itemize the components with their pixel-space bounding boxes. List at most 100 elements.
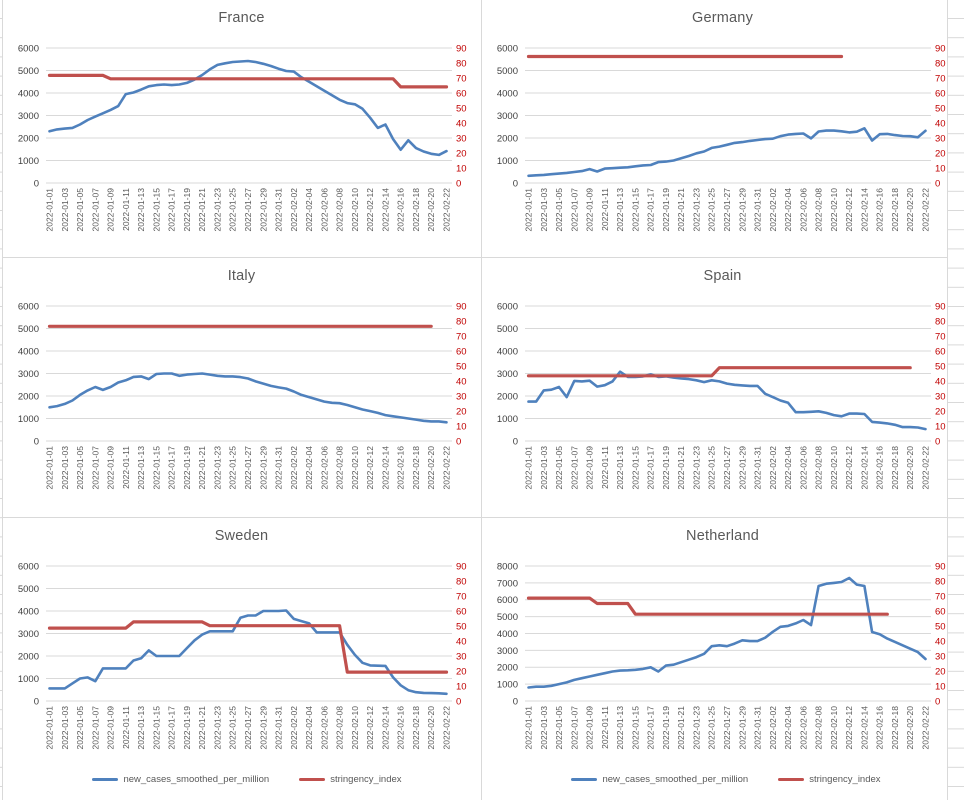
right-axis-label: 80 bbox=[935, 316, 946, 327]
legend-label-stringency: stringency_index bbox=[330, 774, 402, 785]
right-axis-label: 30 bbox=[935, 651, 946, 662]
left-axis-label: 1000 bbox=[18, 156, 39, 167]
x-axis-label: 2022-02-06 bbox=[319, 188, 329, 232]
left-axis-label: 0 bbox=[513, 178, 518, 189]
right-axis-label: 40 bbox=[935, 118, 946, 129]
stringency-line bbox=[526, 366, 912, 378]
x-axis-label: 2022-01-21 bbox=[676, 446, 686, 490]
x-axis-label: 2022-02-18 bbox=[890, 446, 900, 490]
x-axis-label: 2022-01-13 bbox=[136, 706, 146, 750]
netherland-plot: 0 1000 2000 3000 4000 5000 6000 7000 8000 0 10 20 30… bbox=[497, 561, 946, 750]
left-axis-label: 1000 bbox=[18, 674, 39, 685]
legend-label-cases: new_cases_smoothed_per_million bbox=[602, 774, 749, 785]
chart-panel-france: 0 1000 2000 3000 4000 5000 6000 0 10 20 30 40 50 60 70… bbox=[2, 0, 481, 257]
right-axis-label: 40 bbox=[456, 376, 467, 387]
left-axis-label: 3000 bbox=[497, 111, 518, 122]
x-axis-label: 2022-02-18 bbox=[411, 446, 421, 490]
chart-panel-netherland: 0 1000 2000 3000 4000 5000 6000 7000 8000 0 10 20 30… bbox=[481, 518, 964, 799]
x-axis-label: 2022-02-08 bbox=[814, 188, 824, 232]
x-axis-label: 2022-01-31 bbox=[274, 188, 284, 232]
x-axis-label: 2022-02-10 bbox=[350, 188, 360, 232]
x-axis-label: 2022-01-11 bbox=[121, 446, 131, 489]
x-axis-label: 2022-01-17 bbox=[646, 446, 656, 490]
left-axis-label: 0 bbox=[34, 178, 39, 189]
x-axis-label: 2022-01-05 bbox=[554, 188, 564, 232]
x-axis-label: 2022-01-03 bbox=[60, 188, 70, 232]
right-axis-label: 50 bbox=[935, 103, 946, 114]
legend-item-stringency: stringency_index bbox=[299, 774, 402, 785]
x-axis-label: 2022-01-19 bbox=[661, 706, 671, 750]
x-axis-label: 2022-01-27 bbox=[722, 446, 732, 490]
left-axis-label: 0 bbox=[513, 696, 518, 707]
x-axis-label: 2022-02-08 bbox=[814, 446, 824, 490]
x-axis-label: 2022-02-12 bbox=[844, 706, 854, 750]
x-axis-label: 2022-02-08 bbox=[814, 706, 824, 750]
left-axis-label: 5000 bbox=[18, 584, 39, 595]
right-axis-label: 40 bbox=[935, 376, 946, 387]
x-axis-label: 2022-01-21 bbox=[676, 706, 686, 750]
chart-panel-italy: 0 1000 2000 3000 4000 5000 6000 0 10 20 30 40 50 60 70… bbox=[2, 258, 481, 517]
right-axis-label: 30 bbox=[935, 133, 946, 144]
right-axis-label: 40 bbox=[456, 636, 467, 647]
right-axis-label: 20 bbox=[935, 148, 946, 159]
chart-title-germany: Germany bbox=[691, 10, 754, 26]
x-axis-label: 2022-02-16 bbox=[875, 706, 885, 750]
x-axis-label: 2022-01-25 bbox=[707, 188, 717, 232]
x-axis-label: 2022-02-22 bbox=[921, 706, 931, 750]
right-axis-label: 80 bbox=[935, 58, 946, 69]
left-axis-label: 5000 bbox=[18, 66, 39, 77]
right-axis-label: 70 bbox=[935, 73, 946, 84]
x-axis-label: 2022-01-29 bbox=[737, 706, 747, 750]
x-axis-label: 2022-01-15 bbox=[151, 188, 161, 232]
x-axis-label: 2022-01-13 bbox=[136, 188, 146, 232]
x-axis-label: 2022-02-18 bbox=[890, 188, 900, 232]
x-axis-label: 2022-01-23 bbox=[212, 706, 222, 750]
left-axis-label: 2000 bbox=[497, 133, 518, 144]
sweden-plot: 0 1000 2000 3000 4000 5000 6000 0 10 20 30 40 50 60 70… bbox=[18, 561, 467, 750]
x-axis-label: 2022-01-31 bbox=[274, 706, 284, 750]
x-axis-label: 2022-01-25 bbox=[707, 706, 717, 750]
x-axis-label: 2022-02-04 bbox=[304, 446, 314, 490]
left-axis-label: 3000 bbox=[497, 646, 518, 657]
x-axis-label: 2022-02-04 bbox=[304, 188, 314, 232]
chart-title-france: France bbox=[218, 10, 265, 26]
x-axis-label: 2022-02-14 bbox=[380, 446, 390, 490]
x-axis-label: 2022-01-29 bbox=[258, 188, 268, 232]
left-axis-label: 5000 bbox=[497, 324, 518, 335]
left-axis-label: 7000 bbox=[497, 578, 518, 589]
x-axis-label: 2022-01-27 bbox=[243, 446, 253, 490]
x-axis-label: 2022-02-02 bbox=[289, 446, 299, 490]
left-axis-label: 0 bbox=[34, 436, 39, 447]
x-axis-label: 2022-01-09 bbox=[106, 446, 116, 490]
x-axis-label: 2022-02-18 bbox=[411, 706, 421, 750]
x-axis-label: 2022-02-12 bbox=[365, 188, 375, 232]
right-axis-label: 80 bbox=[456, 58, 467, 69]
x-axis-label: 2022-01-05 bbox=[75, 188, 85, 232]
x-axis-label: 2022-01-29 bbox=[258, 706, 268, 750]
right-axis-label: 90 bbox=[456, 43, 467, 54]
left-axis-label: 3000 bbox=[18, 369, 39, 380]
x-axis-label: 2022-02-20 bbox=[426, 706, 436, 750]
right-axis-label: 60 bbox=[935, 606, 946, 617]
x-axis-label: 2022-01-13 bbox=[615, 188, 625, 232]
cases-line bbox=[527, 576, 927, 689]
x-axis-label: 2022-02-22 bbox=[921, 188, 931, 232]
x-axis-label: 2022-02-14 bbox=[859, 706, 869, 750]
x-axis-label: 2022-02-10 bbox=[350, 446, 360, 490]
x-axis-label: 2022-01-07 bbox=[90, 446, 100, 490]
left-axis-label: 6000 bbox=[497, 595, 518, 606]
chart-title-italy: Italy bbox=[227, 268, 256, 284]
right-axis-label: 10 bbox=[456, 421, 467, 432]
x-axis-label: 2022-02-10 bbox=[829, 446, 839, 490]
cases-line bbox=[527, 370, 927, 431]
x-axis-label: 2022-01-21 bbox=[197, 706, 207, 750]
cases-line bbox=[48, 59, 448, 157]
x-axis-label: 2022-01-03 bbox=[60, 446, 70, 490]
x-axis-label: 2022-01-07 bbox=[569, 706, 579, 750]
stringency-line bbox=[47, 620, 449, 674]
x-axis-label: 2022-01-03 bbox=[539, 706, 549, 750]
x-axis-label: 2022-01-17 bbox=[167, 188, 177, 232]
cases-line bbox=[527, 127, 927, 178]
x-axis-label: 2022-01-17 bbox=[167, 446, 177, 490]
